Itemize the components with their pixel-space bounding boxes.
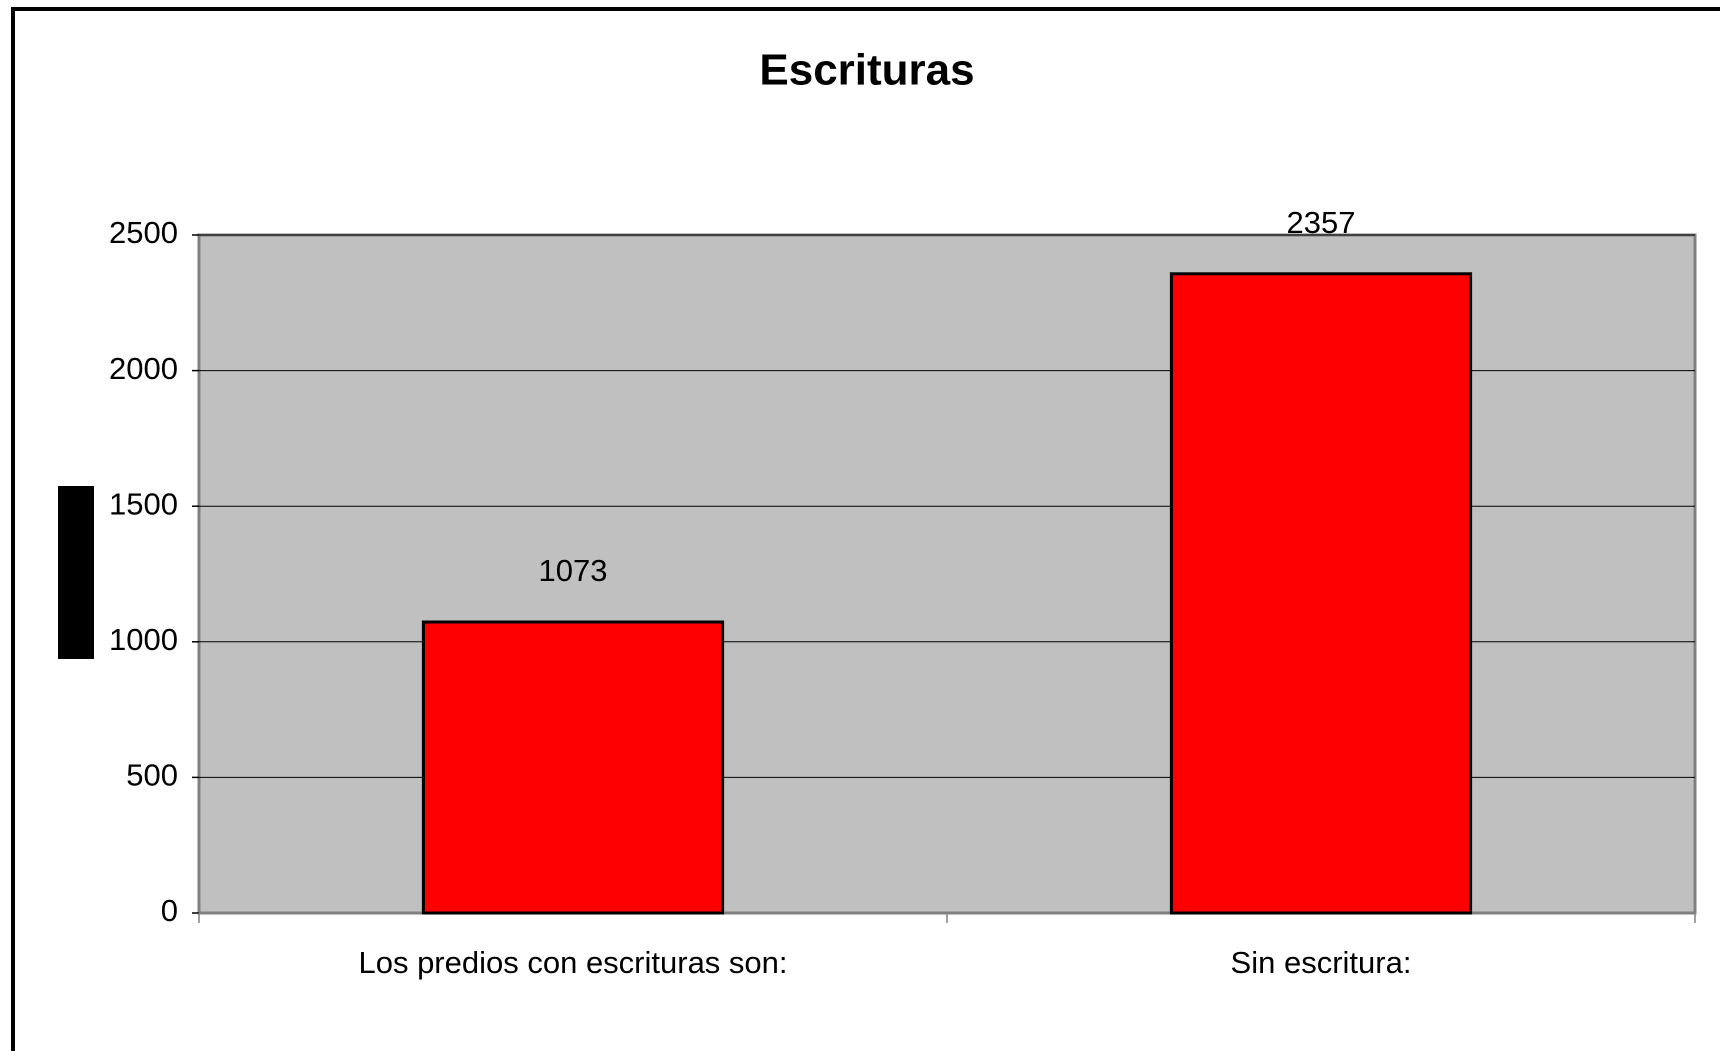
y-tick-label: 2500 bbox=[109, 215, 178, 250]
chart-title: Escrituras bbox=[759, 46, 974, 95]
data-label: 1073 bbox=[539, 553, 608, 588]
decoration bbox=[58, 486, 94, 659]
x-tick-label: Sin escritura: bbox=[1231, 945, 1412, 980]
bar bbox=[421, 620, 725, 915]
y-tick-label: 1500 bbox=[109, 486, 178, 521]
x-tick-label: Los predios con escrituras son: bbox=[358, 945, 787, 980]
bar bbox=[1169, 272, 1473, 915]
y-tick-label: 2000 bbox=[109, 351, 178, 386]
y-tick-label: 500 bbox=[126, 758, 178, 793]
y-tick-label: 1000 bbox=[109, 622, 178, 657]
data-label: 2357 bbox=[1287, 205, 1356, 240]
y-tick-label: 0 bbox=[161, 893, 178, 928]
